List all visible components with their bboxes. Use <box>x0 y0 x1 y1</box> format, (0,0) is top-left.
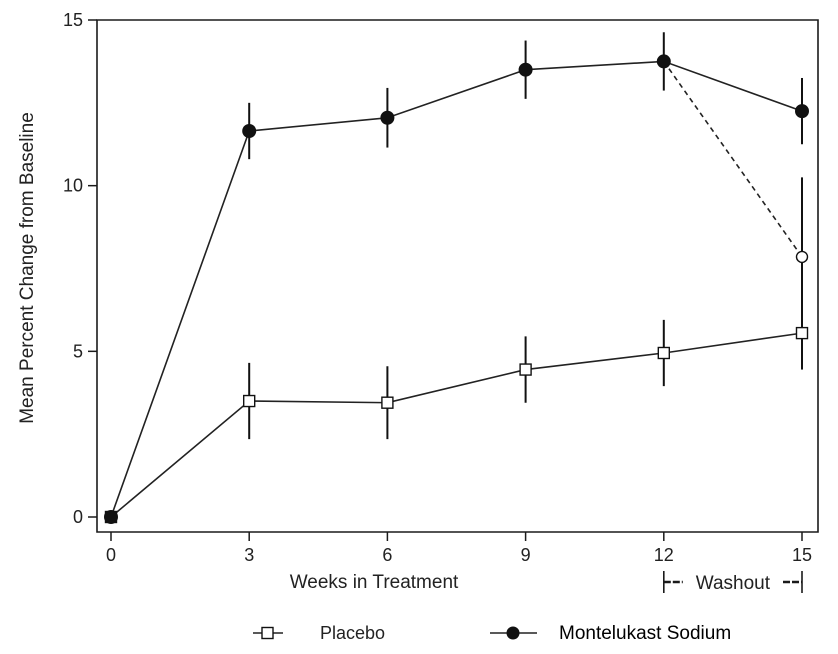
y-axis-title: Mean Percent Change from Baseline <box>17 112 38 424</box>
data-point <box>519 363 532 376</box>
markers <box>104 54 809 524</box>
series-line <box>110 332 803 518</box>
series-line <box>663 60 803 258</box>
data-point <box>795 250 809 264</box>
x-tick-label: 0 <box>106 545 116 565</box>
y-tick-label: 0 <box>73 507 83 527</box>
data-point <box>518 62 533 77</box>
x-tick-label: 6 <box>382 545 392 565</box>
x-tick-label: 9 <box>521 545 531 565</box>
washout-label: Washout <box>696 573 771 594</box>
data-point <box>795 104 809 119</box>
y-tick-label: 10 <box>63 176 83 196</box>
markers <box>104 326 809 524</box>
data-point <box>242 123 257 138</box>
data-point <box>380 110 395 125</box>
washout-annotation: Washout <box>662 571 803 594</box>
x-axis-title: Weeks in Treatment <box>290 572 459 593</box>
data-point <box>104 510 118 524</box>
y-tick-label: 15 <box>63 10 83 30</box>
data-point <box>657 346 670 360</box>
data-point <box>242 394 256 408</box>
legend-marker-montelukast <box>506 626 520 640</box>
legend: Placebo Montelukast Sodium <box>253 623 731 644</box>
data-point <box>381 396 394 409</box>
axes: 0 5 10 15 0 3 6 9 12 15 <box>63 10 819 565</box>
legend-marker-placebo <box>261 626 274 640</box>
markers <box>795 250 809 264</box>
series-montelukast-sodium <box>110 32 803 518</box>
x-tick-label: 15 <box>792 545 812 565</box>
x-tick-label: 3 <box>244 545 254 565</box>
data-point <box>656 54 671 69</box>
series-line <box>110 60 803 518</box>
legend-label-placebo: Placebo <box>320 623 385 643</box>
data-point <box>795 326 809 340</box>
y-tick-label: 5 <box>73 341 83 361</box>
legend-label-montelukast: Montelukast Sodium <box>559 623 731 644</box>
series-montelukast-sodium-washout-to-placebo <box>663 60 803 337</box>
series-placebo <box>110 296 803 518</box>
plot-area <box>104 32 809 524</box>
x-tick-label: 12 <box>654 545 674 565</box>
plot-frame <box>96 19 819 533</box>
